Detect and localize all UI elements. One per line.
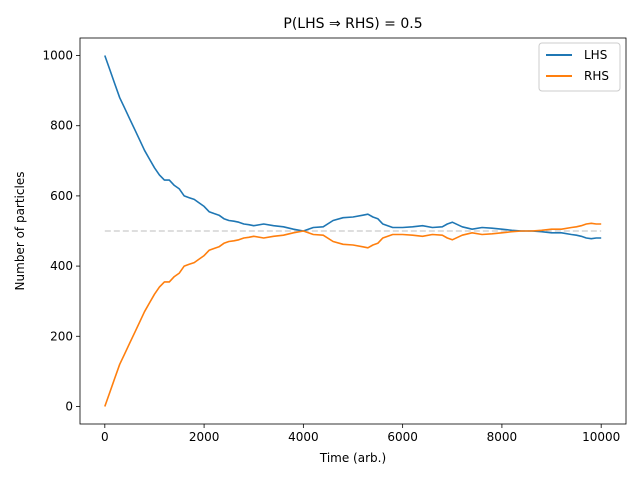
- y-axis-label: Number of particles: [13, 172, 27, 291]
- legend-label-rhs: RHS: [584, 69, 609, 83]
- x-tick-label: 2000: [189, 430, 220, 444]
- legend-box: [538, 42, 621, 92]
- series-line-rhs: [104, 222, 602, 407]
- y-ticks: 0 200 400 600 800 1000: [42, 49, 80, 413]
- axes-frame: [79, 37, 627, 425]
- x-axis-label: Time (arb.): [319, 451, 386, 465]
- series-line-lhs: [104, 55, 602, 240]
- legend: LHS RHS: [538, 42, 621, 92]
- x-tick-label: 0: [101, 430, 109, 444]
- x-tick-label: 10000: [582, 430, 620, 444]
- x-tick-label: 6000: [387, 430, 418, 444]
- y-tick-label: 800: [50, 119, 73, 133]
- legend-label-lhs: LHS: [584, 48, 607, 62]
- x-tick-label: 4000: [288, 430, 319, 444]
- y-tick-label: 600: [50, 189, 73, 203]
- y-tick-label: 400: [50, 259, 73, 273]
- x-tick-label: 8000: [487, 430, 518, 444]
- y-tick-label: 0: [65, 399, 73, 413]
- y-tick-label: 1000: [42, 49, 73, 63]
- plot-lines: [104, 55, 602, 407]
- y-tick-label: 200: [50, 329, 73, 343]
- chart-title: P(LHS ⇒ RHS) = 0.5: [283, 16, 422, 32]
- x-ticks: 0 2000 4000 6000 8000 10000: [101, 424, 620, 444]
